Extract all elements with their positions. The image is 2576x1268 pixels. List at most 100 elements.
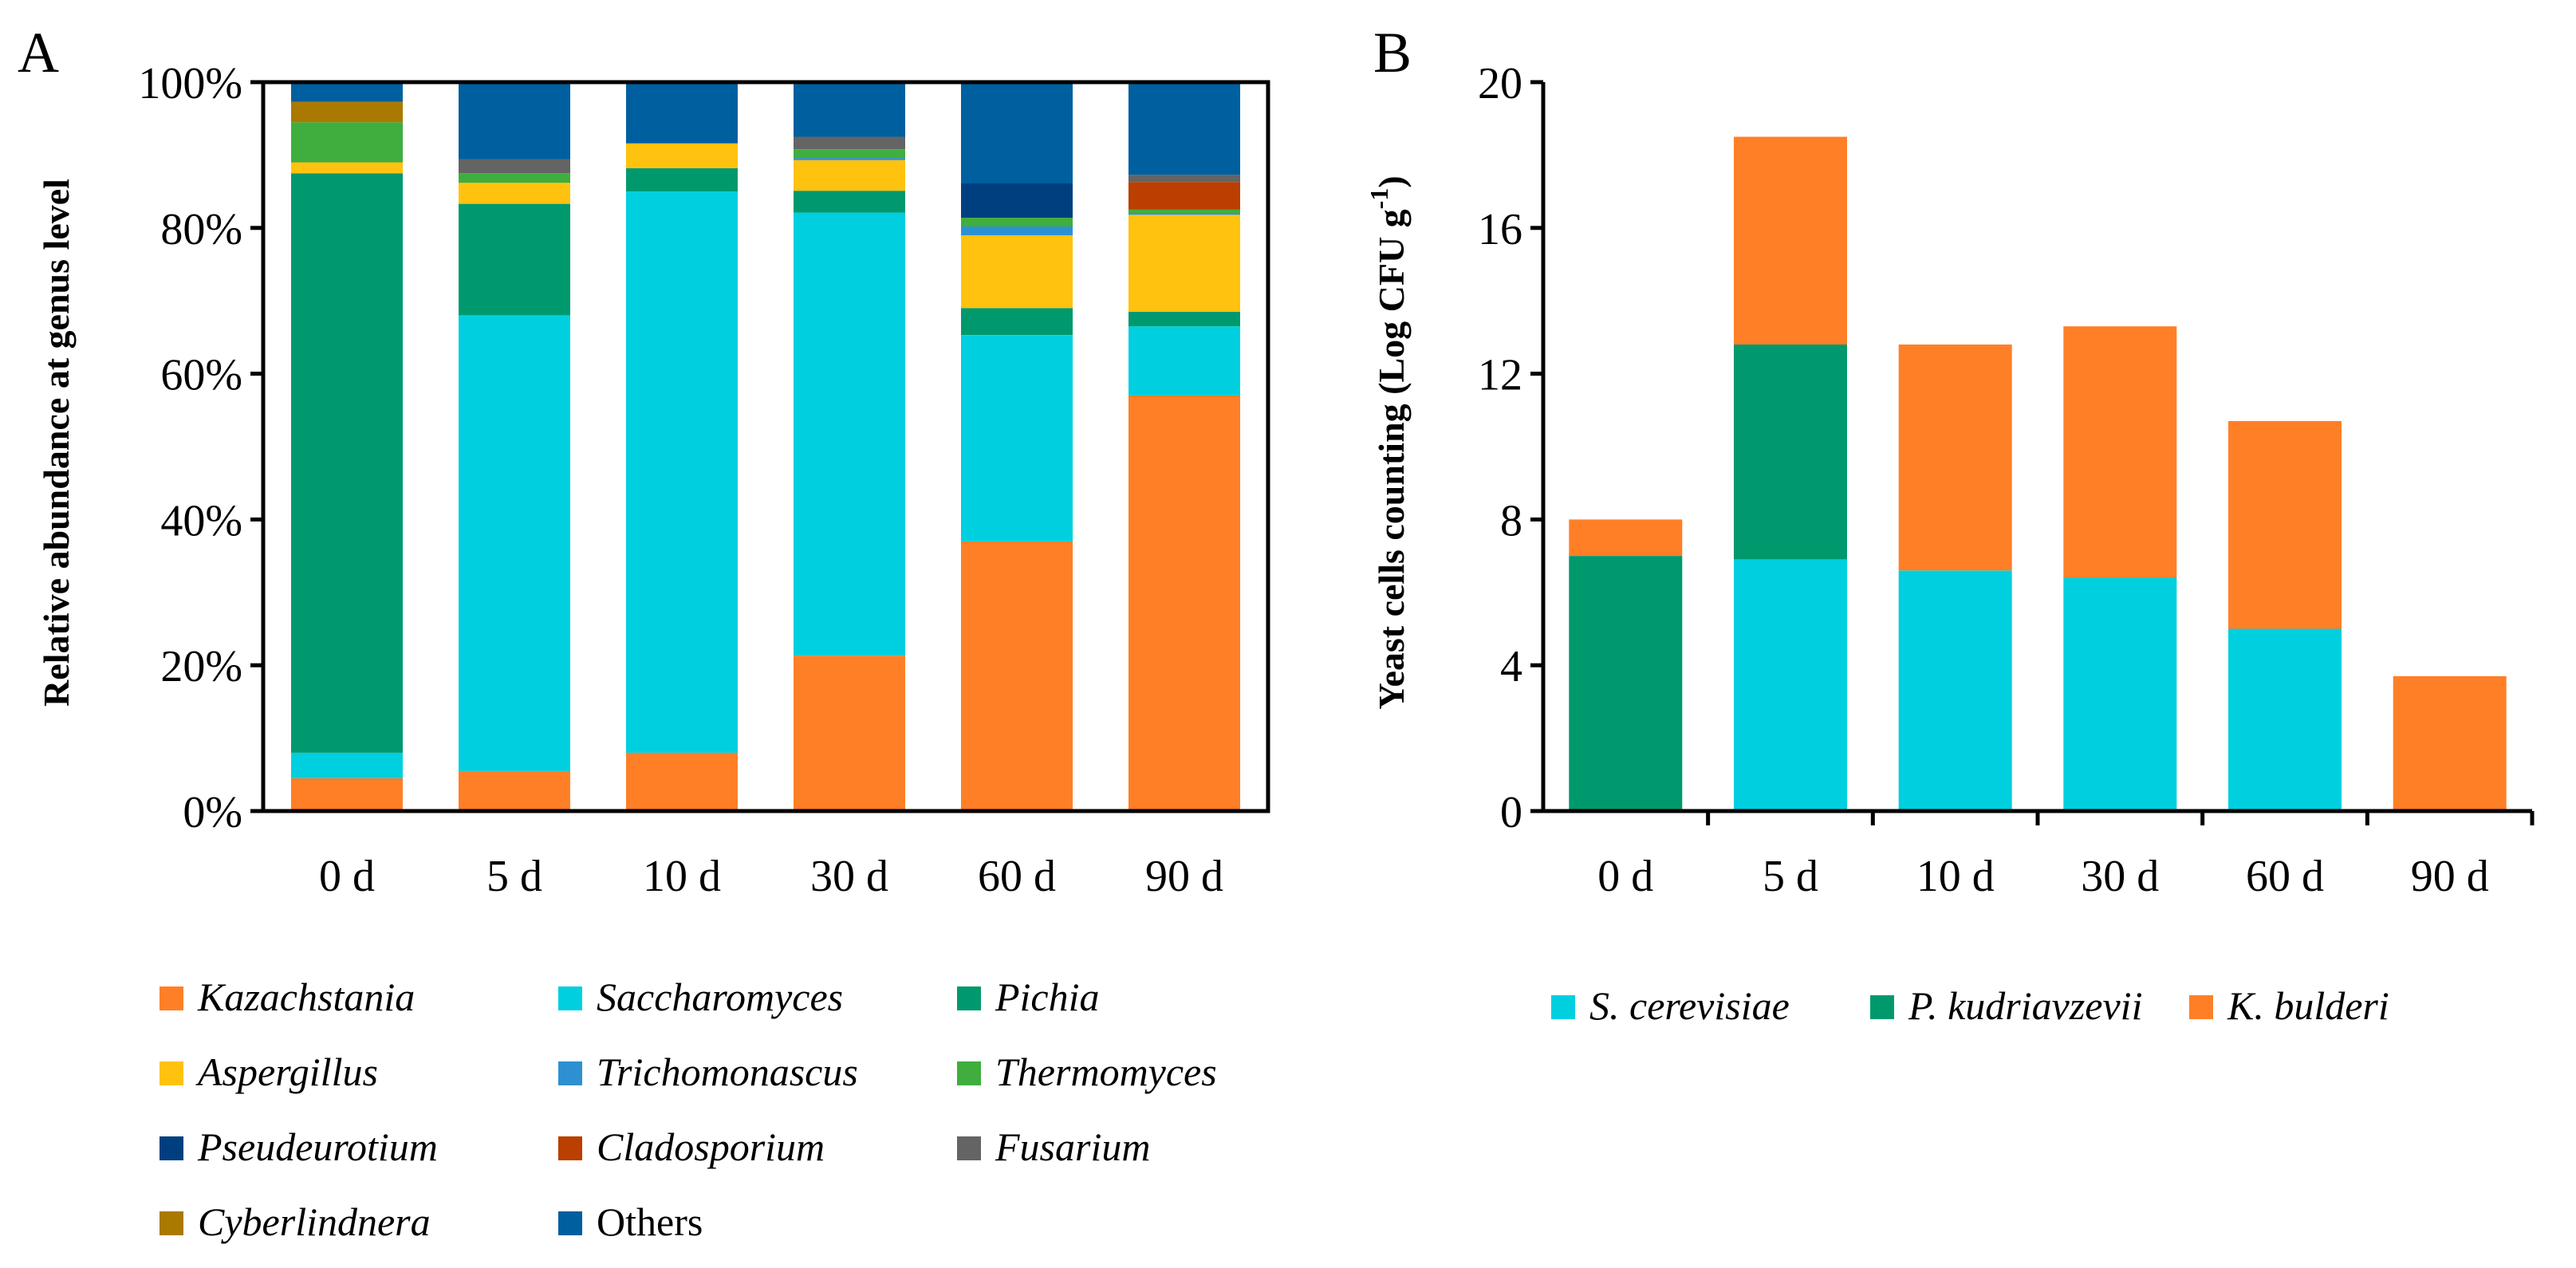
- a-bar-90d-saccharomyces: [1128, 326, 1240, 396]
- b-bar-30d-kbulderi: [2063, 326, 2177, 578]
- a-bar-90d-trichomonascus: [1128, 213, 1240, 215]
- a-bar-30d-kazachstania: [794, 656, 905, 811]
- panel-b-label: B: [1373, 21, 1412, 85]
- a-bar-90d-thermomyces: [1128, 210, 1240, 214]
- panel-a-legend: Kazachstania Saccharomyces Pichia Aspergill…: [160, 975, 1217, 1244]
- a-bar-60d-saccharomyces: [961, 335, 1073, 541]
- a-y-tick-label: 20%: [160, 642, 242, 691]
- a-legend-label-pichia: Pichia: [995, 975, 1100, 1019]
- a-x-tick-label: 90 d: [1145, 852, 1223, 901]
- a-bar-60d-pseudeurotium: [961, 183, 1073, 218]
- panel-b-x-tick-labels: 0 d 5 d 10 d 30 d 60 d 90 d: [1597, 852, 2488, 901]
- a-bar-30d-fusarium: [794, 136, 905, 149]
- a-bar-10d-others: [626, 82, 738, 144]
- a-bar-90d-pichia: [1128, 311, 1240, 327]
- a-legend-swatch-trichomonascus: [558, 1061, 582, 1085]
- a-bar-0d-aspergillus: [291, 162, 403, 174]
- a-bar-5d-aspergillus: [459, 183, 570, 204]
- b-legend-swatch-pkudriavzevii: [1870, 995, 1894, 1019]
- b-x-tick-label: 0 d: [1597, 852, 1653, 901]
- a-bar-60d-kazachstania: [961, 541, 1073, 811]
- a-bar-0d-others: [291, 82, 403, 102]
- a-legend-label-thermomyces: Thermomyces: [995, 1049, 1217, 1094]
- b-legend-swatch-scerevisiae: [1551, 995, 1575, 1019]
- a-y-tick-label: 100%: [138, 59, 242, 108]
- b-x-tick-label: 5 d: [1763, 852, 1818, 901]
- a-legend-label-fusarium: Fusarium: [995, 1124, 1150, 1169]
- a-legend-label-trichomonascus: Trichomonascus: [597, 1049, 858, 1094]
- a-legend-label-others: Others: [597, 1199, 703, 1244]
- a-legend-swatch-aspergillus: [160, 1061, 183, 1085]
- a-bar-60d-pichia: [961, 308, 1073, 336]
- a-legend-label-cyberlindnera: Cyberlindnera: [198, 1199, 431, 1244]
- b-bar-0d-kbulderi: [1569, 519, 1683, 557]
- a-bar-5d-thermomyces: [459, 173, 570, 183]
- a-x-tick-label: 60 d: [978, 852, 1056, 901]
- b-bar-0d-pkudriavzevii: [1569, 556, 1683, 811]
- a-bar-90d-aspergillus: [1128, 215, 1240, 312]
- a-bar-0d-cyberlindnera: [291, 101, 403, 123]
- a-legend-swatch-saccharomyces: [558, 986, 582, 1010]
- a-bar-30d-pichia: [794, 191, 905, 213]
- a-bar-90d-fusarium: [1128, 175, 1240, 183]
- a-bar-0d-kazachstania: [291, 778, 403, 811]
- b-legend-label-pkudriavzevii: P. kudriavzevii: [1908, 983, 2142, 1028]
- a-bar-30d-thermomyces: [794, 149, 905, 159]
- a-legend-swatch-cyberlindnera: [160, 1211, 183, 1235]
- b-bar-30d-scerevisiae: [2063, 577, 2177, 811]
- a-bar-60d-thermomyces: [961, 218, 1073, 226]
- a-bar-5d-saccharomyces: [459, 315, 570, 771]
- a-legend-swatch-pichia: [957, 986, 981, 1010]
- b-y-tick-label: 8: [1500, 496, 1522, 545]
- panel-a-y-axis-title: Relative abundance at genus level: [36, 179, 77, 707]
- a-bar-10d-pichia: [626, 167, 738, 192]
- a-bar-60d-others: [961, 82, 1073, 183]
- panel-a: A 0% 20% 40% 60% 80% 100% 0 d 5 d 10 d 30 d 60 d 9…: [18, 21, 1270, 1244]
- b-legend-label-kbulderi: K. bulderi: [2227, 983, 2389, 1028]
- b-bar-5d-pkudriavzevii: [1734, 345, 1847, 560]
- a-x-tick-label: 5 d: [486, 852, 542, 901]
- a-x-tick-label: 0 d: [319, 852, 375, 901]
- b-y-tick-label: 12: [1478, 351, 1522, 400]
- a-bar-90d-kazachstania: [1128, 396, 1240, 811]
- panel-b-y-tick-labels: 0 4 8 12 16 20: [1478, 59, 1522, 837]
- b-y-tick-label: 20: [1478, 59, 1522, 108]
- panel-b-axes: [1530, 80, 2535, 825]
- a-legend-swatch-others: [558, 1211, 582, 1235]
- a-legend-label-aspergillus: Aspergillus: [195, 1049, 378, 1094]
- a-bar-5d-kazachstania: [459, 770, 570, 811]
- panel-b-y-axis-title-close: ): [1371, 175, 1412, 187]
- panel-b-bars: [1569, 136, 2507, 811]
- a-bar-5d-pichia: [459, 203, 570, 316]
- panel-a-label: A: [18, 21, 59, 85]
- a-bar-10d-kazachstania: [626, 752, 738, 811]
- a-legend-swatch-pseudeurotium: [160, 1136, 183, 1160]
- a-x-tick-label: 10 d: [643, 852, 721, 901]
- a-legend-swatch-fusarium: [957, 1136, 981, 1160]
- b-bar-60d-kbulderi: [2228, 421, 2342, 629]
- a-bar-10d-aspergillus: [626, 143, 738, 168]
- a-bar-30d-trichomonascus: [794, 158, 905, 160]
- panel-b-y-axis-title-sup: -1: [1365, 188, 1393, 210]
- b-y-tick-label: 0: [1500, 788, 1522, 837]
- a-bar-60d-trichomonascus: [961, 226, 1073, 235]
- a-legend-label-cladosporium: Cladosporium: [597, 1124, 825, 1169]
- b-legend-label-scerevisiae: S. cerevisiae: [1589, 983, 1790, 1028]
- a-legend-label-pseudeurotium: Pseudeurotium: [197, 1124, 438, 1169]
- panel-a-x-tick-labels: 0 d 5 d 10 d 30 d 60 d 90 d: [319, 852, 1223, 901]
- b-x-tick-label: 60 d: [2246, 852, 2324, 901]
- panel-a-bars: [291, 82, 1240, 811]
- b-bar-10d-scerevisiae: [1898, 570, 2012, 811]
- a-y-tick-label: 60%: [160, 351, 242, 400]
- a-legend-swatch-kazachstania: [160, 986, 183, 1010]
- a-legend-swatch-cladosporium: [558, 1136, 582, 1160]
- b-y-tick-label: 4: [1500, 642, 1522, 691]
- a-bar-0d-pichia: [291, 173, 403, 753]
- a-y-tick-label: 80%: [160, 205, 242, 254]
- b-bar-90d-kbulderi: [2393, 675, 2507, 811]
- panel-b: B 0 4 8 12 16 20 0 d 5 d 10 d 30 d 60 d 90 d Yeast…: [1365, 21, 2535, 1028]
- a-bar-0d-saccharomyces: [291, 752, 403, 778]
- a-plot-frame: [261, 80, 1270, 813]
- panel-a-axes: [250, 80, 1270, 813]
